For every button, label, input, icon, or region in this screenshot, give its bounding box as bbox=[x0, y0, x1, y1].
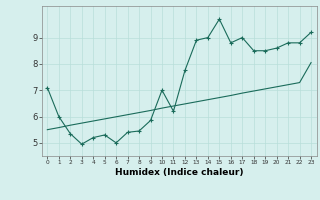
X-axis label: Humidex (Indice chaleur): Humidex (Indice chaleur) bbox=[115, 168, 244, 177]
